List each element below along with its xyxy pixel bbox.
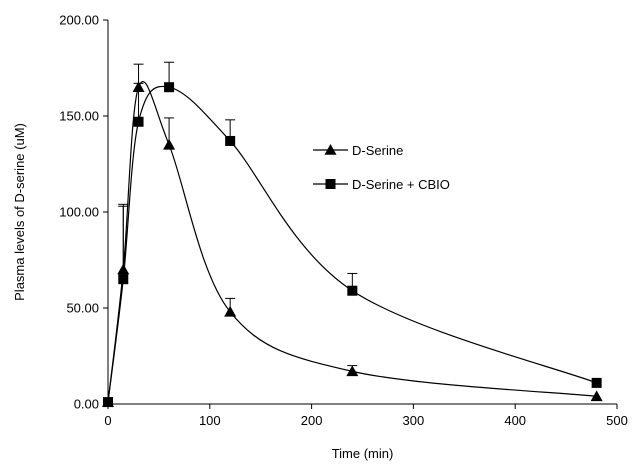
data-point-square [591, 377, 602, 388]
data-point-square [347, 285, 358, 296]
x-tick-label: 500 [606, 413, 628, 428]
legend: D-Serine D-Serine + CBIO [313, 143, 450, 192]
legend-marker-square [325, 179, 336, 189]
data-point-square [225, 135, 236, 146]
legend-marker-triangle [324, 144, 337, 155]
error-bars [118, 61, 358, 372]
data-point-triangle [163, 138, 176, 150]
data-point-triangle [590, 390, 603, 402]
data-point-triangle [346, 365, 359, 377]
x-tick-label: 300 [403, 413, 425, 428]
y-axis-title: Plasma levels of D-serine (uM) [12, 123, 27, 301]
axes [107, 20, 617, 405]
data-point-square [118, 274, 129, 285]
x-tick-label: 0 [104, 413, 111, 428]
series-line-2 [107, 85, 597, 403]
data-point-triangle [132, 81, 145, 92]
data-point-square [133, 116, 144, 127]
series-line-1 [107, 80, 597, 403]
x-tick-label: 400 [504, 413, 526, 428]
legend-label: D-Serine [352, 143, 403, 158]
x-axis-title: Time (min) [332, 446, 394, 461]
data-point-square [103, 397, 113, 408]
y-tick-label: 0.00 [74, 397, 99, 412]
data-point-triangle [117, 263, 130, 275]
data-point-square [164, 82, 175, 93]
x-tick-label: 100 [199, 413, 221, 428]
x-tick-label: 200 [301, 413, 323, 428]
y-tick-label: 150.00 [59, 109, 99, 124]
y-tick-label: 200.00 [59, 13, 99, 28]
y-tick-label: 100.00 [59, 205, 99, 220]
ticks: 0.00 50.00 100.00 150.00 200.00 0 100 200 300 400… [59, 13, 628, 429]
series-curves [107, 80, 597, 403]
y-tick-label: 50.00 [66, 301, 99, 316]
legend-label: D-Serine + CBIO [352, 177, 450, 192]
data-markers [102, 81, 603, 408]
data-point-triangle [224, 305, 237, 317]
